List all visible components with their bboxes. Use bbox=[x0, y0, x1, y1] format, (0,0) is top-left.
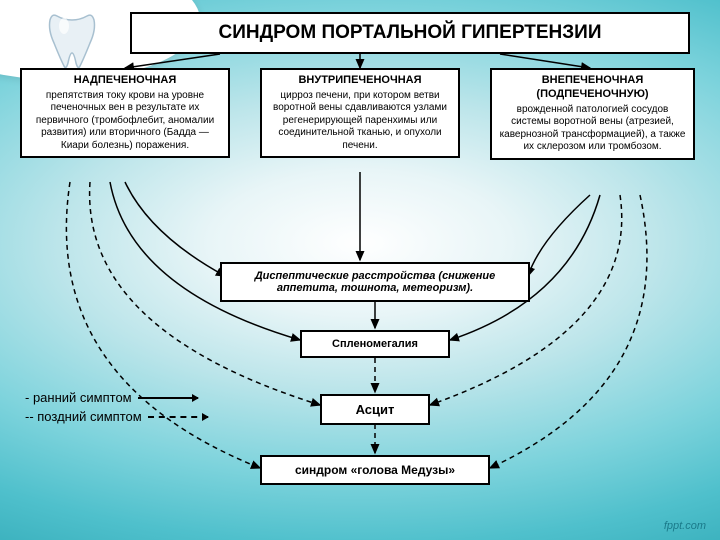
col2-body: цирроз печени, при котором ветви воротно… bbox=[268, 90, 452, 153]
col1-body: препятствия току крови на уровне печеноч… bbox=[28, 90, 222, 153]
tooth-icon bbox=[42, 8, 102, 73]
title-text: СИНДРОМ ПОРТАЛЬНОЙ ГИПЕРТЕНЗИИ bbox=[219, 22, 602, 44]
legend: - ранний симптом -- поздний симптом bbox=[25, 390, 208, 428]
column-intrahepatic: ВНУТРИПЕЧЕНОЧНАЯ цирроз печени, при кото… bbox=[260, 68, 460, 158]
column-extrahepatic: ВНЕПЕЧЕНОЧНАЯ (ПОДПЕЧЕНОЧНУЮ) врожденной… bbox=[490, 68, 695, 160]
box-splenomegaly: Спленомегалия bbox=[300, 330, 450, 358]
arrow-solid-icon bbox=[138, 397, 198, 399]
b1-text: Диспептические расстройства (снижение ап… bbox=[255, 270, 496, 294]
b3-text: Асцит bbox=[356, 402, 395, 417]
column-suprahepatic: НАДПЕЧЕНОЧНАЯ препятствия току крови на … bbox=[20, 68, 230, 158]
b2-text: Спленомегалия bbox=[332, 338, 418, 350]
col1-heading: НАДПЕЧЕНОЧНАЯ bbox=[28, 74, 222, 88]
legend-late: -- поздний симптом bbox=[25, 409, 142, 424]
box-dyspeptic: Диспептические расстройства (снижение ап… bbox=[220, 262, 530, 302]
col2-heading: ВНУТРИПЕЧЕНОЧНАЯ bbox=[268, 74, 452, 88]
legend-early: - ранний симптом bbox=[25, 390, 132, 405]
box-medusa: синдром «голова Медузы» bbox=[260, 455, 490, 485]
b4-text: синдром «голова Медузы» bbox=[295, 463, 455, 477]
col3-heading: ВНЕПЕЧЕНОЧНАЯ (ПОДПЕЧЕНОЧНУЮ) bbox=[498, 74, 687, 102]
col3-body: врожденной патологией сосудов системы во… bbox=[498, 104, 687, 154]
watermark: fppt.com bbox=[664, 520, 706, 532]
arrow-dashed-icon bbox=[148, 416, 208, 418]
box-ascites: Асцит bbox=[320, 394, 430, 425]
main-title: СИНДРОМ ПОРТАЛЬНОЙ ГИПЕРТЕНЗИИ bbox=[130, 12, 690, 54]
